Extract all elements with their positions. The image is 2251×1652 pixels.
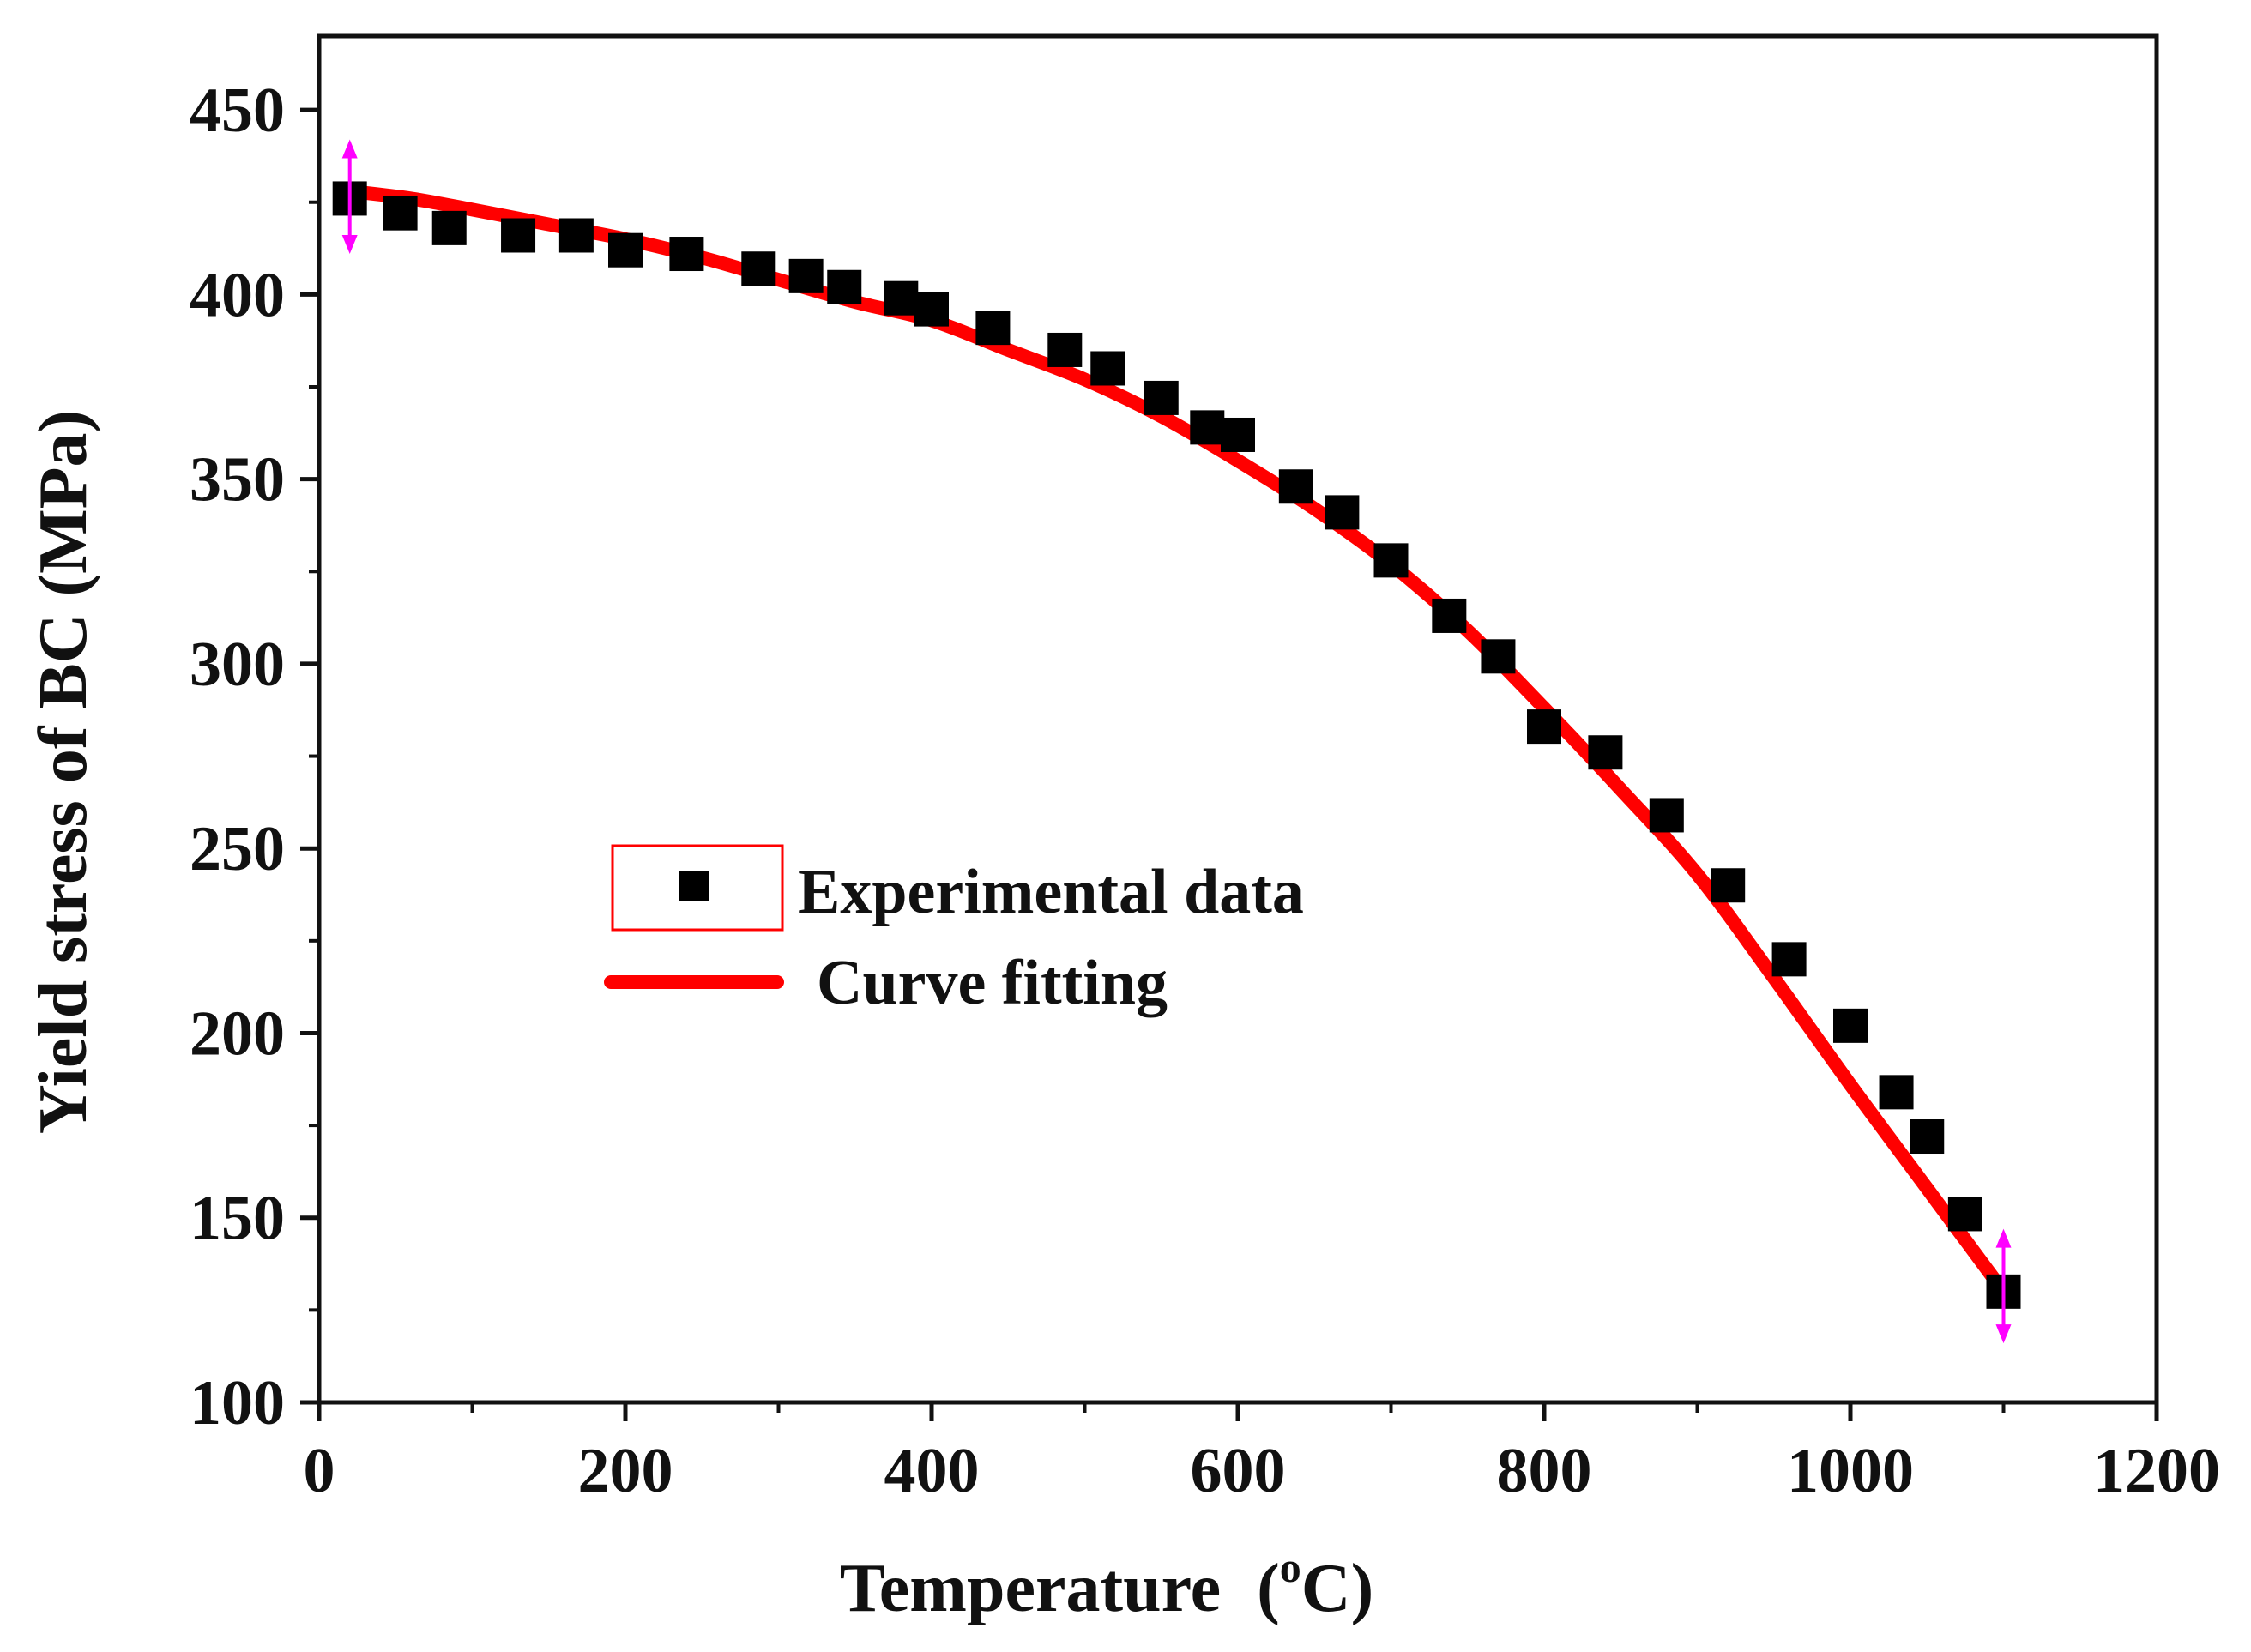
- experimental-point: [1711, 868, 1746, 903]
- experimental-point: [383, 196, 418, 231]
- experimental-point: [669, 237, 704, 272]
- experimental-point: [1221, 417, 1255, 452]
- experimental-point: [1947, 1197, 1982, 1232]
- experimental-point: [431, 210, 467, 245]
- experimental-point: [1910, 1119, 1945, 1155]
- legend-marker-square: [679, 871, 709, 901]
- experimental-point: [1527, 709, 1561, 745]
- experimental-point: [1833, 1008, 1868, 1043]
- x-tick-label: 1000: [1787, 1436, 1914, 1506]
- x-tick-label: 600: [1191, 1436, 1286, 1506]
- y-tick-label: 400: [190, 260, 285, 330]
- experimental-point: [1432, 598, 1467, 633]
- error-bar-arrow-up: [1995, 1228, 2012, 1248]
- experimental-point: [1481, 639, 1516, 674]
- x-axis-title-unit-sup: o: [1280, 1543, 1301, 1591]
- fit-curve-line: [342, 184, 2011, 1299]
- y-tick-label: 100: [190, 1368, 285, 1438]
- experimental-point: [884, 280, 919, 316]
- y-axis-title: Yield stress of BC (MPa): [26, 410, 101, 1134]
- tick-labels-layer: 0 200 400 600 800 1000 1200 100 150 200 250 300 350 4…: [190, 75, 2220, 1506]
- fit-curve-layer: [342, 184, 2011, 1299]
- experimental-point: [741, 251, 776, 286]
- x-axis-title-main: Temperature: [840, 1551, 1221, 1626]
- legend-label-experimental: Experimental data: [798, 857, 1304, 927]
- experimental-point: [1588, 735, 1623, 770]
- experimental-point: [1278, 469, 1313, 504]
- experimental-point: [1373, 543, 1409, 578]
- error-bars-layer: [341, 139, 2012, 1344]
- experimental-point: [1879, 1075, 1914, 1110]
- y-tick-label: 200: [190, 998, 285, 1069]
- y-tick-label: 450: [190, 75, 285, 146]
- experimental-markers-layer: [332, 181, 2021, 1309]
- x-axis-title: Temperature (oC): [840, 1543, 1373, 1626]
- y-tick-label: 250: [190, 814, 285, 884]
- x-tick-label: 0: [304, 1436, 335, 1506]
- y-tick-label: 300: [190, 630, 285, 700]
- legend-marker-box: [611, 844, 784, 932]
- x-axis-title-unit-main: C): [1301, 1551, 1373, 1626]
- x-tick-label: 800: [1497, 1436, 1592, 1506]
- experimental-point: [827, 269, 862, 304]
- experimental-point: [1047, 332, 1083, 367]
- axes-layer: [300, 33, 2159, 1421]
- experimental-point: [501, 218, 536, 253]
- experimental-point: [1090, 351, 1126, 386]
- experimental-point: [558, 218, 594, 253]
- legend-label-fit: Curve fitting: [817, 948, 1168, 1018]
- x-tick-label: 200: [578, 1436, 673, 1506]
- plot-frame: [317, 33, 2159, 1405]
- experimental-point: [1325, 495, 1360, 530]
- error-bar-arrow-down: [1995, 1324, 2012, 1344]
- error-bar-arrow-up: [341, 139, 358, 159]
- experimental-point: [1144, 380, 1179, 415]
- experimental-point: [788, 258, 824, 293]
- experimental-point: [608, 232, 643, 268]
- experimental-point: [914, 292, 949, 327]
- x-tick-label: 400: [884, 1436, 980, 1506]
- error-bar-arrow-down: [341, 235, 358, 255]
- legend: Experimental data Curve fitting: [604, 844, 1304, 1018]
- x-axis-title-unit-open: (: [1257, 1551, 1280, 1626]
- experimental-point: [1771, 942, 1807, 977]
- x-tick-label: 1200: [2093, 1436, 2220, 1506]
- experimental-point: [1190, 410, 1225, 445]
- experimental-point: [1649, 798, 1684, 833]
- y-tick-label: 350: [190, 445, 285, 515]
- y-tick-label: 150: [190, 1184, 285, 1254]
- experimental-point: [975, 311, 1011, 346]
